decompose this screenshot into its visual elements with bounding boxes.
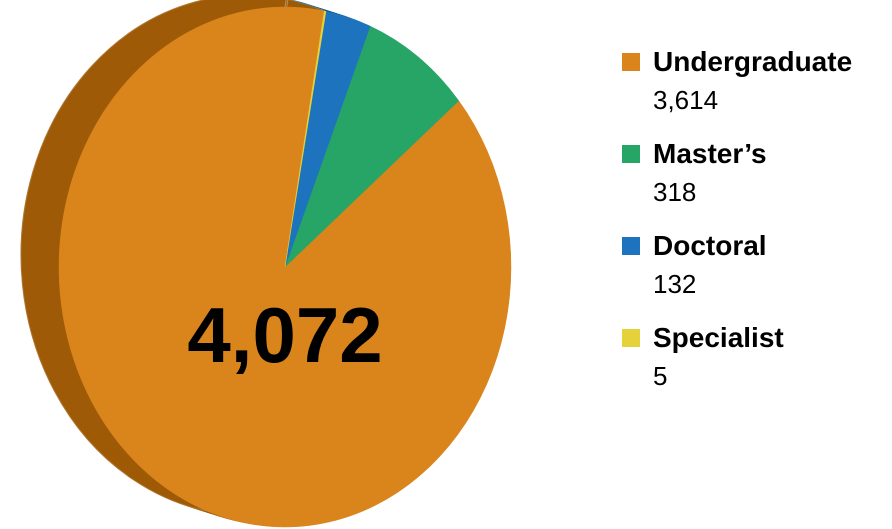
legend-swatch-specialist bbox=[622, 329, 640, 347]
legend-label-doctoral: Doctoral bbox=[653, 230, 767, 261]
legend-item-doctoral: Doctoral 132 bbox=[622, 228, 890, 320]
legend-item-specialist: Specialist 5 bbox=[622, 320, 890, 412]
legend-value-specialist: 5 bbox=[653, 361, 668, 391]
legend-value-masters: 318 bbox=[653, 177, 697, 207]
legend-swatch-undergraduate bbox=[622, 53, 640, 71]
pie-top-layer bbox=[58, 6, 512, 528]
legend-label-masters: Master’s bbox=[653, 138, 767, 169]
legend-item-masters: Master’s 318 bbox=[622, 136, 890, 228]
pie-slice-master-s bbox=[284, 25, 460, 268]
legend-item-undergraduate: Undergraduate 3,614 bbox=[622, 44, 890, 136]
legend-value-undergraduate: 3,614 bbox=[653, 85, 719, 115]
legend-swatch-masters bbox=[622, 145, 640, 163]
legend-label-specialist: Specialist bbox=[653, 322, 784, 353]
legend-label-undergraduate: Undergraduate bbox=[653, 46, 853, 77]
legend-value-doctoral: 132 bbox=[653, 269, 697, 299]
pie-slice-specialist bbox=[284, 10, 327, 268]
legend: Undergraduate 3,614 Master’s 318 Doctora… bbox=[622, 44, 890, 412]
total-label: 4,072 bbox=[187, 291, 382, 379]
legend-swatch-doctoral bbox=[622, 237, 640, 255]
